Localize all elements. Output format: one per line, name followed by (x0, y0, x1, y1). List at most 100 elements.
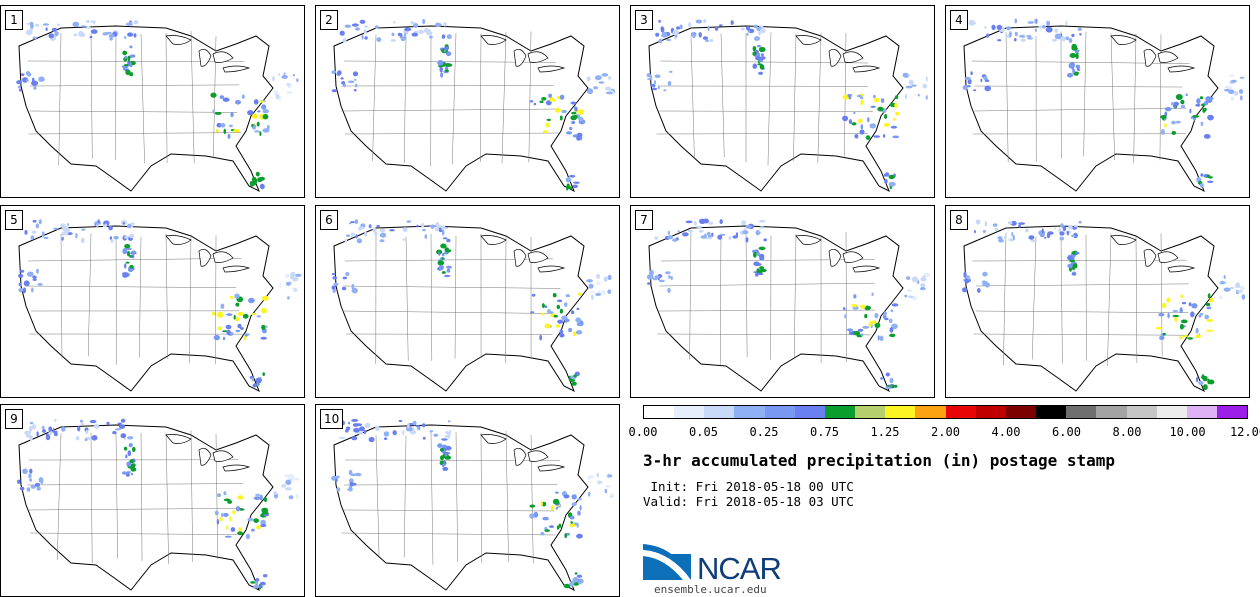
precip-cell (1069, 259, 1076, 263)
precip-cell (26, 487, 31, 492)
precip-cell (922, 275, 926, 278)
precip-cell (333, 282, 339, 286)
precip-cell (595, 281, 601, 285)
precip-cell (559, 94, 565, 100)
precip-cell (1072, 226, 1078, 230)
legend-tick-label: 12.00 (1229, 425, 1260, 439)
precip-cell (605, 86, 611, 91)
precip-cell (1076, 49, 1080, 52)
precip-cell (579, 505, 582, 511)
precip-cell (129, 54, 136, 58)
precip-cell (891, 323, 898, 330)
precip-cell (110, 239, 114, 243)
precip-cell (230, 112, 234, 118)
precip-cell (42, 23, 50, 26)
state-border (689, 231, 692, 360)
great-lake (537, 464, 566, 472)
precip-cell (728, 236, 732, 240)
precip-cell (48, 33, 54, 39)
great-lake (165, 434, 192, 444)
precip-cell (758, 272, 764, 276)
precip-cell (255, 171, 260, 177)
precip-cell (441, 438, 448, 441)
precip-cell (77, 425, 81, 432)
precip-cell (259, 183, 265, 190)
precip-cell (53, 227, 59, 230)
precip-cell (31, 77, 35, 83)
precip-cell (235, 506, 241, 512)
precip-cell (122, 50, 128, 56)
precip-cell (547, 309, 551, 314)
precip-cell (1174, 104, 1177, 109)
precip-cell (130, 463, 136, 468)
legend-swatch (1096, 406, 1127, 418)
precip-cell (22, 468, 28, 475)
precip-cell (250, 581, 256, 584)
precip-cell (865, 135, 871, 140)
precip-cell (237, 495, 244, 500)
precip-cell (970, 71, 973, 76)
precip-cell (29, 435, 33, 441)
precip-cell (235, 302, 240, 307)
precip-cell (97, 219, 100, 224)
member-label: 10 (320, 409, 344, 429)
precip-cell (441, 34, 446, 39)
precip-cell (235, 316, 240, 322)
precip-cell (563, 494, 570, 499)
precip-cell (578, 112, 584, 115)
state-border (844, 32, 847, 157)
precip-cell (586, 279, 593, 283)
precip-cell (439, 460, 443, 465)
legend-tick-label: 6.00 (1052, 425, 1081, 439)
precip-cell (220, 123, 226, 128)
state-border (817, 32, 822, 164)
precip-cell (37, 283, 43, 286)
precip-cell (117, 422, 122, 425)
member-label: 1 (5, 10, 23, 30)
precip-cell (1175, 120, 1181, 124)
precip-cell (1038, 230, 1046, 236)
precip-cell (393, 20, 396, 24)
precip-cell (893, 117, 897, 121)
precip-cell (542, 516, 549, 521)
precip-cell (540, 500, 543, 507)
state-border (190, 430, 193, 562)
great-lake (527, 251, 549, 263)
precip-cell (252, 383, 257, 388)
precip-cell (603, 276, 608, 282)
precip-cell (1172, 309, 1179, 313)
precip-cell (374, 25, 379, 29)
precip-cell (862, 325, 870, 329)
great-lake (480, 434, 507, 444)
precip-cell (607, 274, 612, 281)
legend-swatch (975, 406, 1006, 418)
precip-cell (91, 435, 98, 441)
precip-cell (273, 90, 279, 95)
precip-cell (33, 86, 37, 90)
precip-cell (364, 25, 368, 28)
precip-cell (586, 76, 591, 82)
precip-cell (226, 525, 229, 530)
precip-cell (215, 128, 219, 133)
us-map (962, 18, 1245, 193)
precip-cell (571, 494, 577, 500)
precip-cell (339, 30, 345, 36)
precip-cell (721, 233, 726, 236)
precip-cell (568, 327, 572, 333)
precip-cell (227, 500, 233, 504)
precip-cell (235, 329, 240, 333)
precip-cell (893, 384, 898, 388)
precip-cell (361, 34, 364, 40)
precip-cell (445, 63, 453, 67)
precip-cell (1205, 96, 1212, 102)
precip-cell (259, 176, 265, 181)
precip-cell (553, 314, 558, 318)
legend-swatch (1005, 406, 1037, 418)
precip-cell (1166, 297, 1171, 303)
precip-cell (559, 329, 564, 334)
precip-cell (81, 228, 86, 231)
precip-cell (441, 257, 444, 260)
precip-cell (125, 473, 130, 477)
precip-cell (1009, 31, 1012, 38)
member-label: 8 (950, 210, 968, 230)
